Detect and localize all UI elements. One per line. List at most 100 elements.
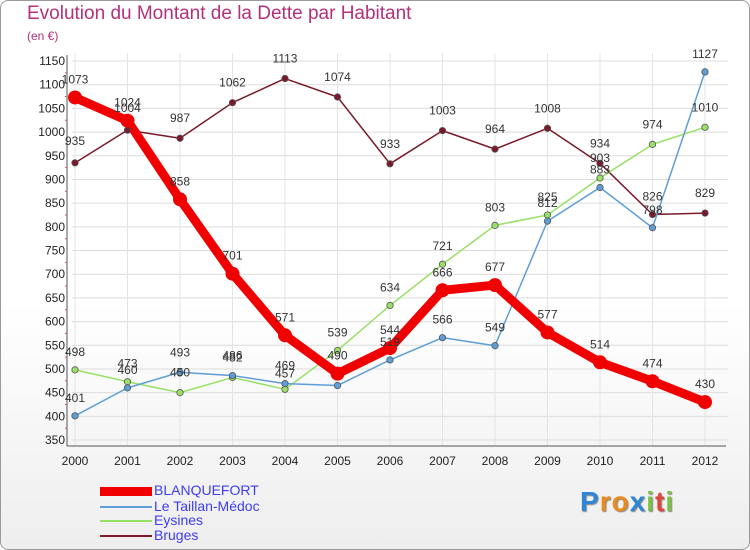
data-point bbox=[645, 374, 660, 389]
data-label: 549 bbox=[485, 321, 505, 335]
data-label: 933 bbox=[380, 137, 400, 151]
logo-letter: r bbox=[599, 486, 612, 517]
data-point bbox=[386, 356, 394, 364]
data-point bbox=[228, 371, 237, 380]
y-tick-label: 450 bbox=[45, 386, 65, 400]
data-point bbox=[120, 113, 135, 128]
data-label: 401 bbox=[65, 391, 85, 405]
data-label: 825 bbox=[537, 190, 557, 204]
data-point bbox=[596, 159, 604, 167]
data-label: 858 bbox=[170, 174, 190, 188]
data-label: 883 bbox=[590, 162, 610, 176]
x-tick-label: 2001 bbox=[114, 454, 141, 468]
data-point bbox=[540, 325, 555, 340]
data-point bbox=[698, 395, 712, 410]
logo-letter: P bbox=[580, 486, 600, 517]
x-tick-label: 2012 bbox=[692, 454, 719, 468]
legend-label: BLANQUEFORT bbox=[154, 482, 259, 498]
x-tick-label: 2005 bbox=[324, 454, 351, 468]
data-label: 1062 bbox=[219, 76, 246, 90]
data-point bbox=[333, 346, 342, 355]
data-label: 798 bbox=[642, 203, 662, 217]
data-label: 519 bbox=[380, 335, 400, 349]
y-tick-label: 800 bbox=[45, 220, 65, 234]
x-tick-label: 2002 bbox=[167, 454, 194, 468]
data-point bbox=[593, 355, 607, 370]
data-point bbox=[491, 145, 499, 153]
y-tick-label: 700 bbox=[45, 267, 65, 281]
data-label: 1073 bbox=[62, 72, 89, 86]
y-tick-label: 550 bbox=[45, 338, 65, 352]
legend-swatch bbox=[100, 520, 152, 522]
legend-item-eysines: Eysines bbox=[100, 512, 340, 529]
data-label: 457 bbox=[275, 366, 295, 380]
data-point bbox=[438, 334, 447, 342]
y-tick-label: 950 bbox=[45, 149, 65, 163]
data-point bbox=[491, 342, 499, 350]
data-point bbox=[281, 74, 289, 83]
data-label: 1024 bbox=[114, 96, 141, 110]
data-point bbox=[386, 160, 394, 168]
data-label: 473 bbox=[117, 357, 137, 371]
data-label: 721 bbox=[432, 239, 452, 253]
data-point bbox=[123, 378, 132, 386]
data-point bbox=[701, 68, 709, 76]
data-label: 1074 bbox=[324, 70, 351, 84]
data-point bbox=[330, 366, 345, 381]
x-tick-label: 2000 bbox=[62, 454, 89, 468]
x-tick-label: 2007 bbox=[429, 454, 456, 468]
data-label: 974 bbox=[642, 117, 662, 131]
y-tick-label: 400 bbox=[45, 409, 65, 423]
data-point bbox=[701, 209, 709, 217]
x-tick-label: 2008 bbox=[482, 454, 509, 468]
logo-letter: o bbox=[611, 486, 630, 517]
data-label: 829 bbox=[695, 186, 715, 200]
y-tick-label: 750 bbox=[45, 244, 65, 258]
data-point bbox=[438, 127, 447, 135]
data-label: 544 bbox=[380, 323, 400, 337]
legend-item-blanquefort: BLANQUEFORT bbox=[100, 482, 340, 499]
data-point bbox=[543, 217, 552, 225]
data-label: 935 bbox=[65, 134, 85, 148]
data-point bbox=[648, 224, 657, 232]
data-point bbox=[68, 90, 82, 105]
data-point bbox=[543, 124, 552, 132]
data-point bbox=[386, 301, 394, 310]
data-point bbox=[491, 221, 499, 229]
data-label: 826 bbox=[642, 189, 662, 203]
data-point bbox=[333, 381, 342, 390]
data-label: 634 bbox=[380, 280, 400, 294]
legend-item-le-taillan-medoc: Le Taillan-Médoc bbox=[100, 498, 340, 515]
data-label: 450 bbox=[170, 366, 190, 380]
data-point bbox=[435, 283, 450, 298]
data-label: 469 bbox=[275, 359, 295, 373]
data-point bbox=[596, 183, 604, 192]
data-label: 1113 bbox=[273, 52, 298, 66]
data-point bbox=[123, 384, 132, 392]
legend-label: Eysines bbox=[154, 512, 204, 528]
data-label: 577 bbox=[537, 307, 557, 321]
data-label: 812 bbox=[537, 196, 557, 210]
logo-letter: t bbox=[655, 486, 666, 517]
data-label: 482 bbox=[222, 350, 242, 364]
chart-title: Evolution du Montant de la Dette par Hab… bbox=[27, 3, 412, 24]
y-tick-label: 1100 bbox=[39, 78, 65, 92]
data-label: 493 bbox=[170, 345, 190, 359]
data-label: 460 bbox=[117, 363, 137, 377]
data-label: 539 bbox=[327, 325, 347, 339]
data-point bbox=[176, 368, 184, 376]
data-point bbox=[176, 389, 184, 397]
y-tick-label: 650 bbox=[45, 291, 65, 305]
data-point bbox=[228, 99, 237, 107]
data-label: 964 bbox=[485, 122, 505, 136]
data-point bbox=[648, 210, 657, 219]
data-label: 430 bbox=[695, 377, 715, 391]
data-point bbox=[701, 123, 709, 131]
data-point bbox=[71, 412, 79, 420]
legend-swatch bbox=[100, 535, 152, 537]
data-point bbox=[383, 341, 397, 356]
data-label: 1004 bbox=[114, 101, 141, 115]
x-tick-label: 2011 bbox=[640, 454, 666, 468]
data-point bbox=[123, 126, 132, 134]
